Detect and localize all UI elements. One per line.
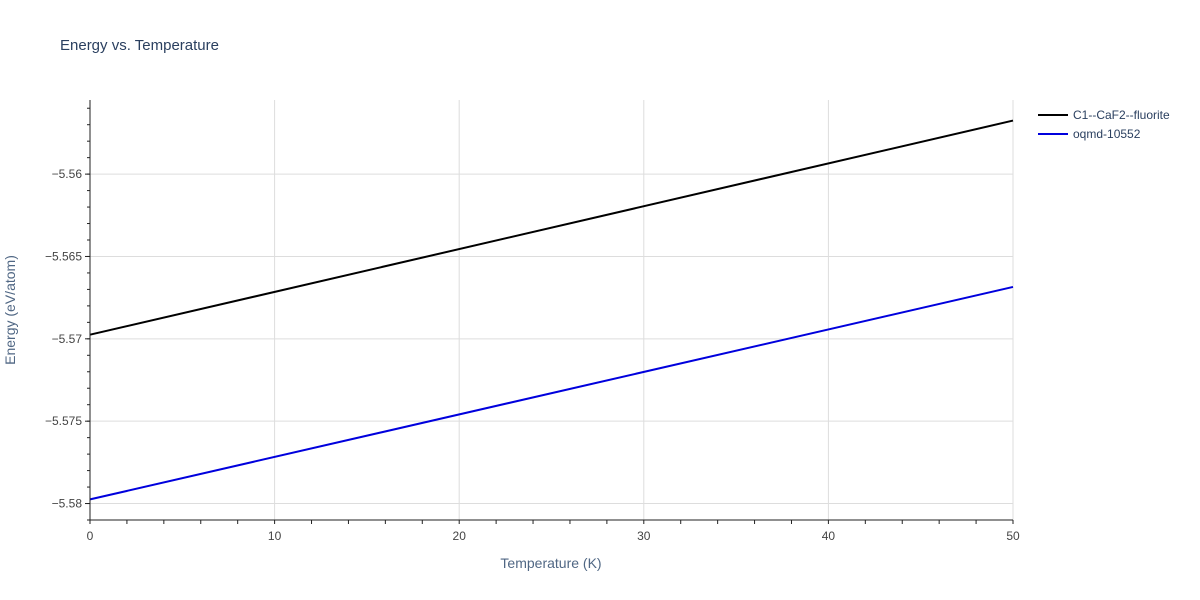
y-tick-label: −5.575 — [45, 414, 82, 428]
x-axis-title: Temperature (K) — [500, 555, 601, 571]
x-tick-label: 10 — [268, 529, 282, 543]
legend-label: oqmd-10552 — [1073, 127, 1141, 141]
y-tick-label: −5.58 — [52, 497, 83, 511]
series-line — [89, 119, 1014, 336]
y-tick-label: −5.57 — [52, 332, 83, 346]
x-tick-label: 20 — [453, 529, 467, 543]
x-tick-label: 30 — [637, 529, 651, 543]
x-tick-label: 0 — [87, 529, 94, 543]
y-tick-label: −5.565 — [45, 249, 82, 263]
series-layer — [89, 119, 1014, 501]
x-tick-label: 40 — [822, 529, 836, 543]
grid-layer — [90, 100, 1014, 520]
legend-label: C1--CaF2--fluorite — [1073, 108, 1170, 122]
x-tick-label: 50 — [1006, 529, 1020, 543]
chart-title: Energy vs. Temperature — [60, 37, 219, 54]
axes-layer: 0 10 20 30 40 50 −5.58 −5.575 −5.57 −5.565 −5.56 — [45, 100, 1020, 543]
legend: C1--CaF2--fluorite oqmd-10552 — [1038, 108, 1170, 141]
y-tick-label: −5.56 — [52, 167, 83, 181]
y-axis-title: Energy (eV/atom) — [2, 255, 18, 365]
series-line — [89, 285, 1014, 501]
